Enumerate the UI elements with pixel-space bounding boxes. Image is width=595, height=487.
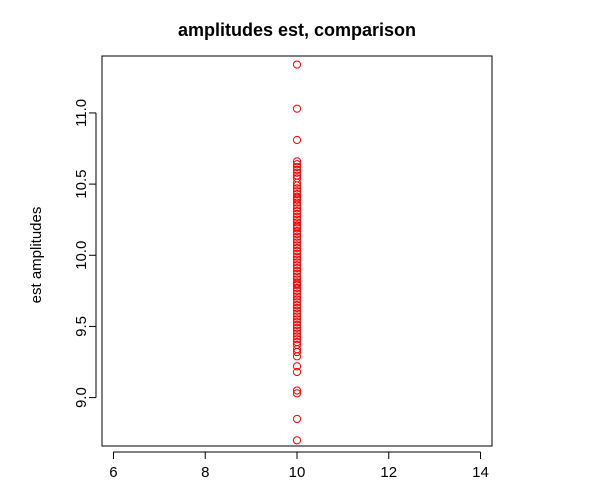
- data-point: [292, 178, 302, 187]
- data-point: [292, 275, 302, 284]
- data-point: [292, 258, 302, 267]
- x-tick-label: 12: [380, 464, 397, 481]
- data-points: [292, 60, 302, 445]
- chart-title: amplitudes est, comparison: [178, 20, 416, 40]
- data-point: [292, 244, 302, 253]
- x-axis: 6 8 10 12 14: [109, 451, 489, 481]
- data-point: [292, 235, 302, 244]
- data-point: [292, 329, 302, 338]
- x-tick-label: 10: [289, 464, 306, 481]
- data-point: [292, 312, 302, 321]
- y-axis: 9.0 9.5 10.0 10.5 11.0: [73, 99, 97, 408]
- data-point: [292, 246, 302, 256]
- data-point: [292, 362, 302, 371]
- data-point: [292, 263, 302, 273]
- data-point: [292, 238, 302, 247]
- data-point: [292, 300, 302, 310]
- data-point: [292, 279, 302, 288]
- data-point: [292, 315, 302, 324]
- data-point: [292, 241, 302, 250]
- data-point: [292, 261, 302, 270]
- data-point: [292, 226, 302, 236]
- data-point: [292, 283, 302, 293]
- data-point: [292, 266, 302, 276]
- data-point: [292, 198, 302, 207]
- data-point: [292, 320, 302, 330]
- data-point: [292, 367, 302, 377]
- x-tick-label: 6: [109, 464, 117, 481]
- data-point: [292, 323, 302, 332]
- y-axis-label: est amplitudes: [28, 207, 45, 304]
- y-tick-label: 9.5: [73, 316, 90, 337]
- data-point: [292, 414, 302, 424]
- x-tick-label: 8: [201, 464, 209, 481]
- y-tick-label: 10.0: [73, 241, 90, 270]
- data-point: [292, 162, 302, 172]
- data-point: [292, 295, 302, 304]
- data-point: [292, 184, 302, 193]
- x-tick-label: 14: [472, 464, 489, 481]
- data-point: [292, 255, 302, 264]
- data-point: [292, 326, 302, 335]
- data-point: [292, 303, 302, 313]
- data-point: [292, 249, 302, 258]
- data-point: [292, 306, 302, 315]
- data-point: [292, 104, 302, 113]
- data-point: [292, 332, 302, 341]
- data-point: [292, 204, 302, 213]
- data-point: [292, 168, 302, 177]
- data-point: [292, 352, 302, 361]
- data-point: [292, 269, 302, 278]
- data-point: [292, 389, 302, 398]
- data-point: [292, 207, 302, 216]
- y-tick-label: 10.5: [73, 170, 90, 199]
- data-point: [292, 181, 302, 190]
- data-point: [292, 289, 302, 298]
- y-tick-label: 11.0: [73, 99, 90, 127]
- data-point: [292, 189, 302, 199]
- data-point: [292, 194, 302, 203]
- data-point: [292, 135, 302, 145]
- data-point: [292, 252, 302, 261]
- data-point: [292, 309, 302, 318]
- data-point: [292, 222, 302, 231]
- data-point: [292, 335, 302, 344]
- data-point: [292, 298, 302, 307]
- data-point: [292, 386, 302, 395]
- y-tick-label: 9.0: [73, 387, 90, 408]
- data-point: [292, 160, 302, 169]
- data-point: [292, 212, 302, 221]
- data-point: [292, 232, 302, 241]
- data-point: [292, 157, 302, 166]
- data-point: [292, 436, 302, 445]
- data-point: [292, 318, 302, 327]
- data-point: [292, 292, 302, 301]
- data-point: [292, 218, 302, 227]
- data-point: [292, 209, 302, 219]
- data-point: [292, 165, 302, 174]
- data-point: [292, 60, 302, 69]
- data-point: [292, 347, 302, 357]
- plot-frame: [101, 55, 493, 447]
